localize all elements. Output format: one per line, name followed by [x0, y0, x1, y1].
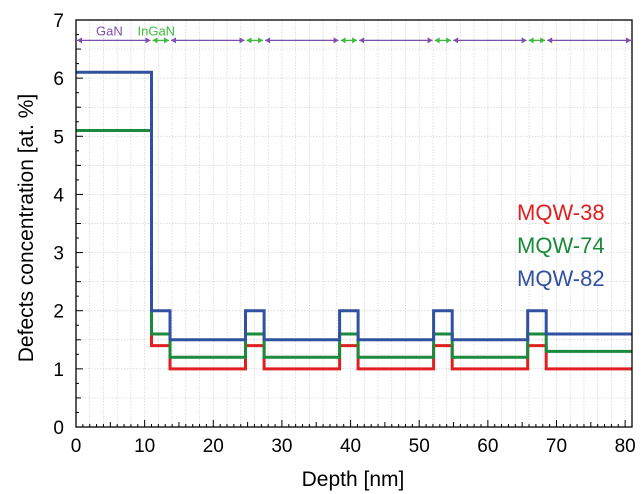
arrowhead-right	[145, 37, 151, 44]
layer-annotation: GaN InGaN	[77, 23, 631, 44]
series-lines	[76, 70, 632, 371]
arrowhead-left	[453, 37, 459, 44]
ingan-label: InGaN	[138, 23, 176, 38]
y-tick-label: 4	[53, 185, 64, 206]
x-tick-label: 10	[134, 436, 155, 457]
arrowhead-left	[246, 37, 252, 44]
arrowhead-right	[521, 37, 527, 44]
y-tick-label: 2	[53, 302, 64, 323]
series-line-mqw-82	[76, 70, 632, 342]
arrowhead-left	[359, 37, 365, 44]
legend-entry-mqw-38: MQW-38	[517, 200, 605, 225]
arrowhead-left	[434, 37, 440, 44]
y-axis-title: Defects concentration [at. %]	[15, 94, 38, 362]
arrowhead-left	[528, 37, 534, 44]
arrowhead-left	[340, 37, 346, 44]
arrowhead-left	[547, 37, 553, 44]
y-tick-label: 6	[53, 69, 64, 90]
arrowhead-right	[446, 37, 452, 44]
x-tick-label: 60	[477, 436, 498, 457]
x-axis-title: Depth [nm]	[302, 468, 405, 491]
legend-entry-mqw-74: MQW-74	[517, 233, 605, 258]
arrowhead-right	[352, 37, 358, 44]
arrowhead-right	[626, 37, 631, 44]
y-tick-label: 3	[53, 244, 64, 265]
y-tick-label: 5	[53, 127, 64, 148]
x-tick-label: 40	[340, 436, 361, 457]
legend-entry-mqw-82: MQW-82	[517, 266, 605, 291]
series-line-mqw-74	[76, 129, 632, 359]
arrowhead-right	[540, 37, 546, 44]
arrowhead-right	[258, 37, 264, 44]
arrowhead-left	[77, 37, 82, 44]
x-tick-label: 0	[71, 436, 82, 457]
y-tick-label: 0	[53, 418, 64, 439]
x-tick-label: 80	[615, 436, 636, 457]
legend: MQW-38 MQW-74 MQW-82	[517, 200, 605, 291]
x-tick-label: 30	[271, 436, 292, 457]
y-tick-label: 1	[53, 360, 64, 381]
axes: 0 10 20 30 40 50 60 70 80 0 1 2 3 4 5 6 7	[53, 11, 635, 457]
arrowhead-right	[333, 37, 339, 44]
arrowhead-left	[171, 37, 177, 44]
y-tick-label: 7	[53, 11, 64, 32]
gan-label: GaN	[96, 23, 123, 38]
arrowhead-right	[239, 37, 245, 44]
arrowhead-left	[265, 37, 271, 44]
arrowhead-left	[152, 37, 158, 44]
x-tick-label: 70	[546, 436, 567, 457]
x-tick-label: 20	[203, 436, 224, 457]
arrowhead-right	[164, 37, 170, 44]
arrowhead-right	[427, 37, 433, 44]
x-tick-label: 50	[409, 436, 430, 457]
